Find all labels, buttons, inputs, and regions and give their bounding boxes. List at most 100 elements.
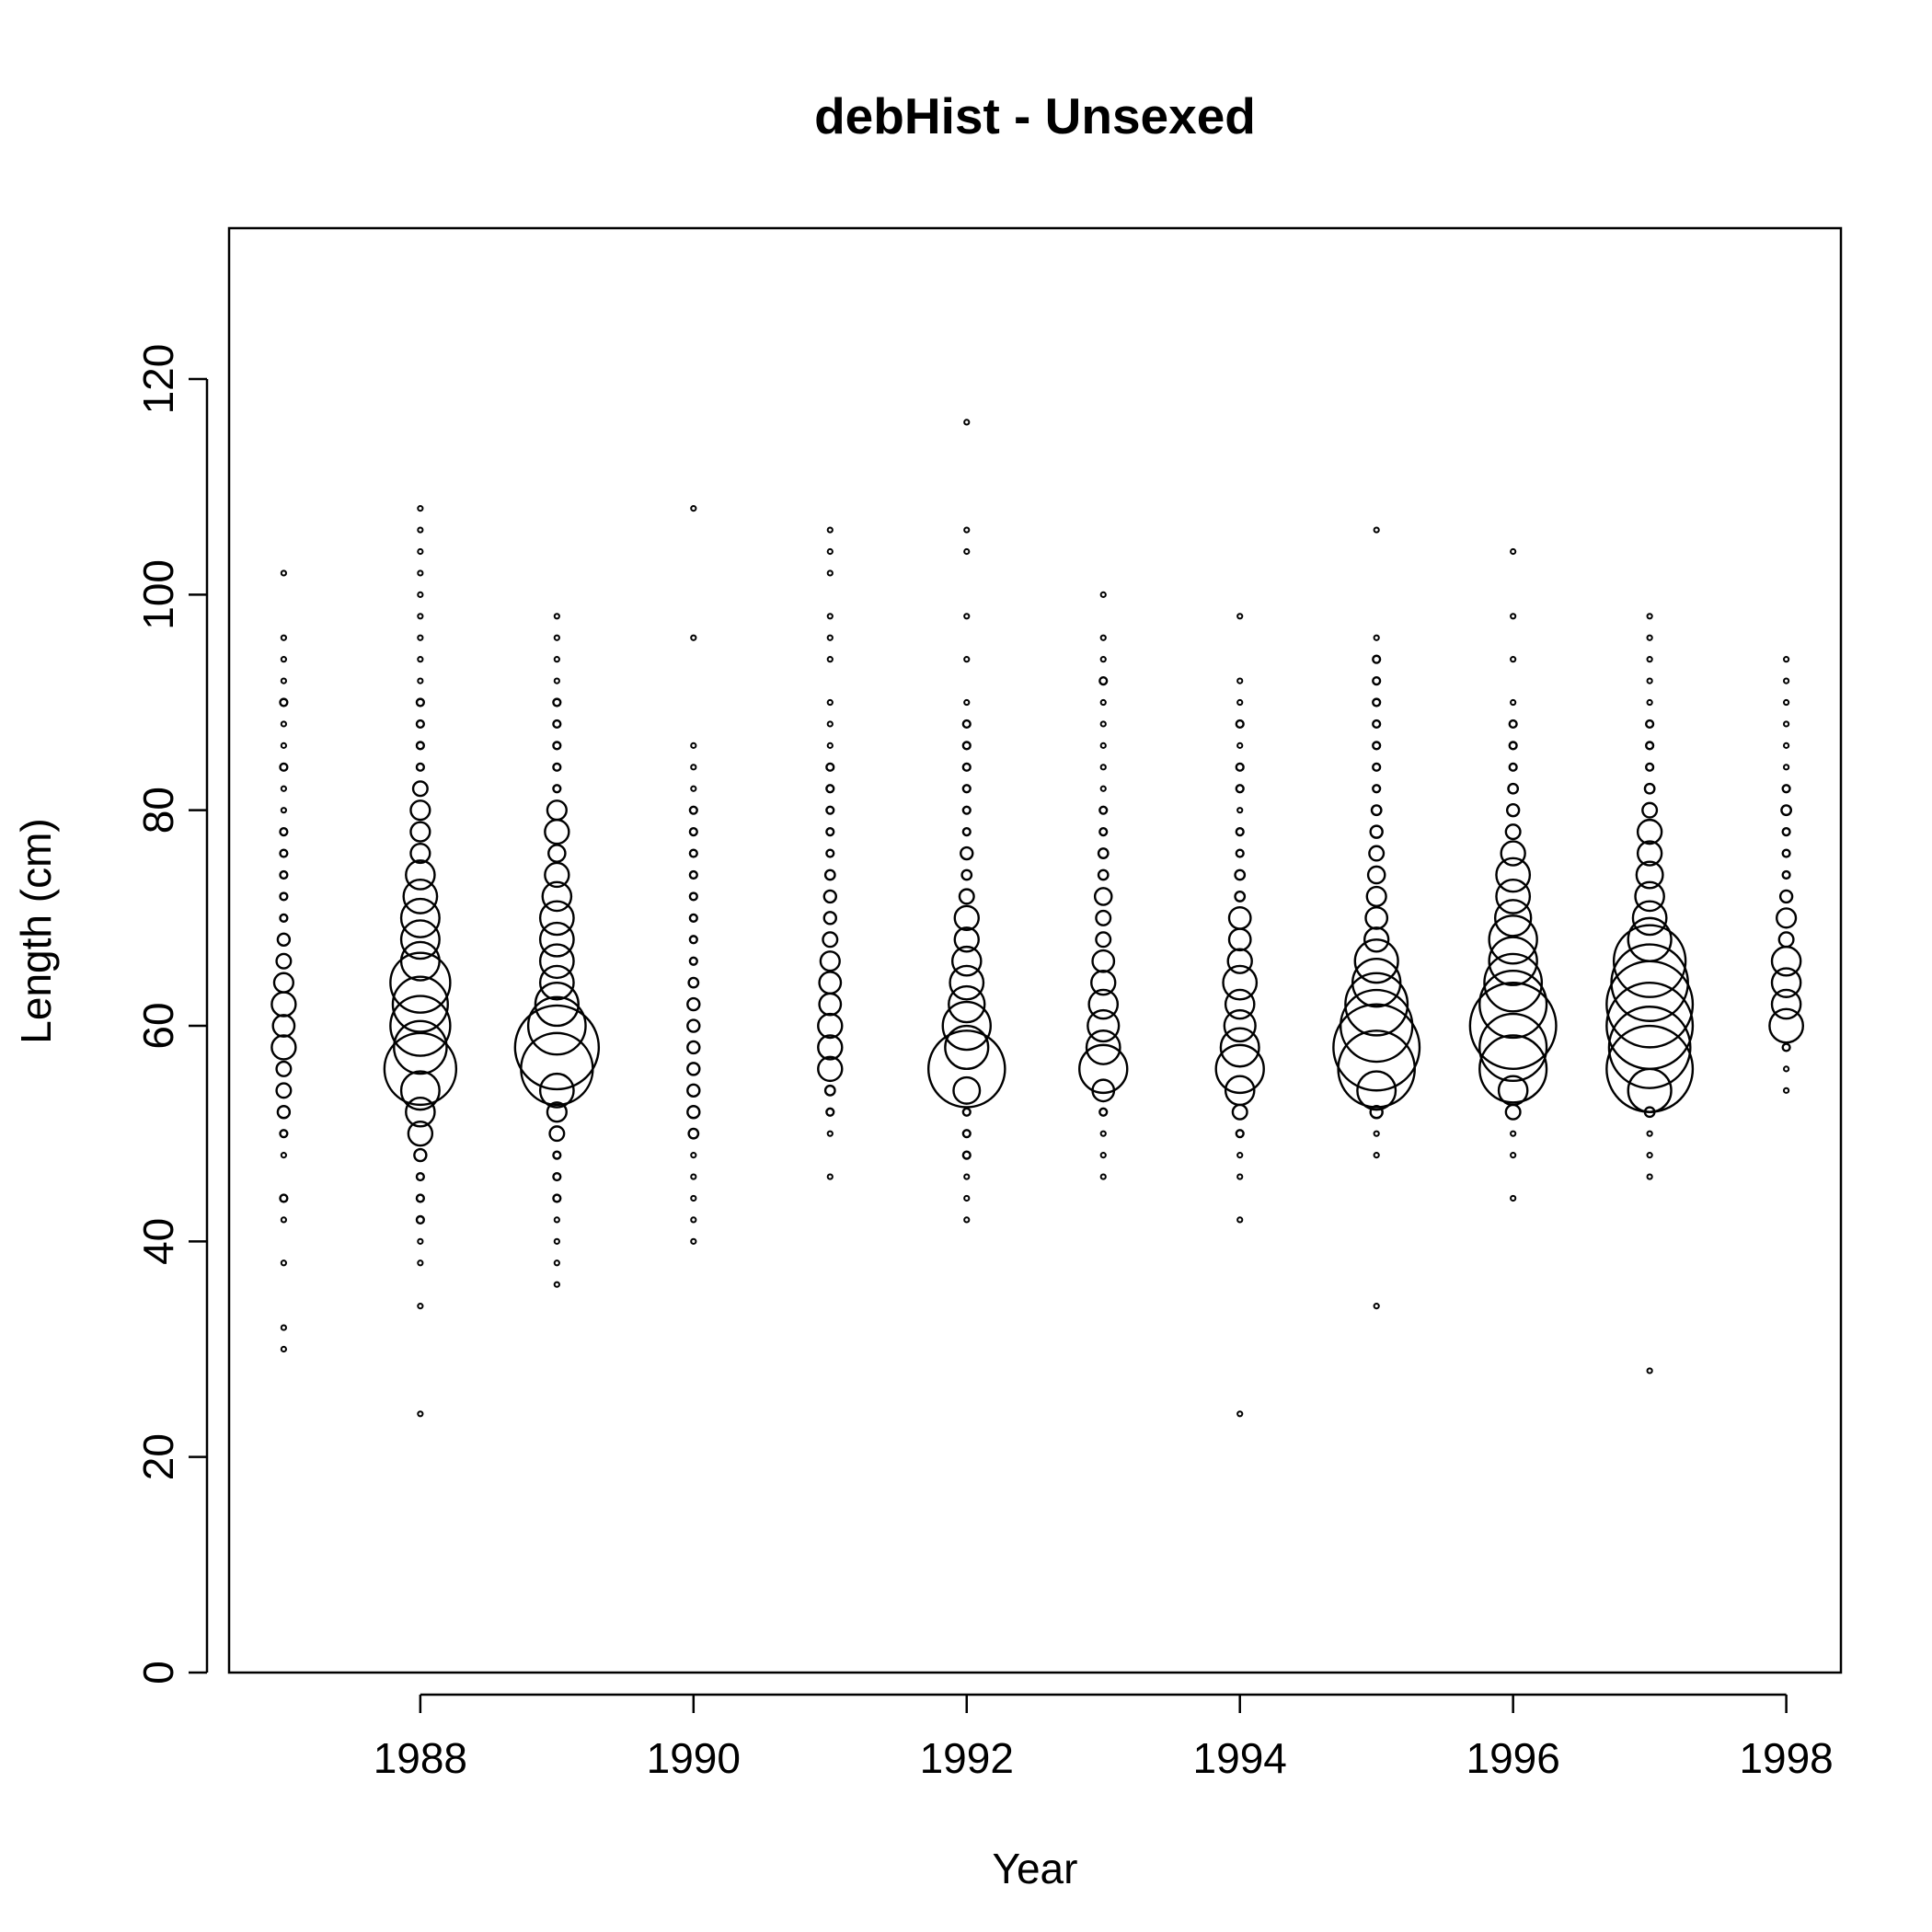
bubble-point (1508, 741, 1518, 751)
bubble-point (415, 741, 425, 751)
bubble-point (417, 613, 424, 620)
bubble-point (552, 1171, 562, 1182)
bubble-point (1635, 860, 1664, 890)
bubble-point (952, 1075, 982, 1105)
bubble-point (280, 1152, 287, 1159)
y-axis-label: Length (cm) (12, 818, 60, 1043)
bubble-point (688, 848, 698, 858)
bubble-point (1369, 1105, 1384, 1120)
bubble-point (1783, 656, 1790, 663)
bubble-point (1646, 698, 1653, 707)
bubble-point (817, 1012, 844, 1040)
bubble-point (690, 505, 697, 512)
bubble-point (688, 913, 698, 923)
bubble-point (553, 1259, 560, 1267)
bubble-point (1097, 847, 1110, 859)
bubble-point (963, 1194, 971, 1202)
bubble-point (1351, 957, 1402, 1008)
bubble-point (826, 526, 834, 534)
bubble-point (405, 1096, 436, 1128)
bubble-point (417, 656, 424, 663)
bubble-point (399, 1070, 441, 1111)
bubble-point (963, 656, 971, 663)
bubble-point (822, 889, 837, 904)
bubble-point (1495, 857, 1532, 893)
bubble-point (538, 900, 575, 937)
bubble-point (953, 904, 980, 932)
bubble-point (391, 975, 449, 1033)
bubble-point (825, 784, 835, 794)
bubble-point (1099, 1130, 1107, 1137)
x-tick-label: 1996 (1466, 1734, 1559, 1782)
bubble-point (688, 891, 698, 902)
year-1987-series (270, 569, 297, 1353)
bubble-point (819, 950, 841, 972)
bubble-point (279, 1193, 289, 1203)
bubble-point (1770, 945, 1802, 977)
y-tick-label: 80 (134, 787, 182, 834)
bubble-point (1095, 909, 1112, 926)
bubble-point (1505, 802, 1521, 818)
bubble-point (1510, 547, 1517, 556)
bubble-point (520, 1031, 594, 1107)
bubble-point (826, 720, 834, 728)
bubble-point (1372, 762, 1382, 772)
bubble-point (690, 785, 697, 792)
bubble-point (411, 780, 429, 798)
bubble-point (1236, 1216, 1244, 1224)
bubble-point (415, 1171, 425, 1182)
bubble-point (417, 569, 424, 577)
bubble-point (1373, 526, 1380, 534)
bubble-point (407, 1120, 434, 1147)
bubble-point (1770, 967, 1802, 998)
bubble-point (553, 1281, 560, 1288)
bubble-point (538, 921, 575, 958)
bubble-point (1235, 1129, 1245, 1139)
bubble-point (417, 634, 424, 641)
x-tick-label: 1994 (1193, 1734, 1287, 1782)
bubble-point (1093, 887, 1113, 906)
bubble-point (1783, 1065, 1790, 1073)
bubble-point (415, 762, 425, 772)
year-1990-series (686, 505, 701, 1245)
bubble-point (271, 1014, 296, 1038)
bubble-point (417, 1410, 424, 1418)
bubble-point (276, 932, 292, 947)
bubble-point (690, 1216, 697, 1224)
bubble-point (1227, 927, 1252, 952)
bubble-point (552, 741, 562, 751)
bubble-point (538, 1072, 575, 1109)
bubble-point (1372, 784, 1382, 794)
bubble-point (1510, 1194, 1517, 1202)
bubble-point (279, 891, 289, 902)
bubble-point (1372, 741, 1382, 751)
bubble-point (1365, 885, 1387, 908)
bubble-point (1099, 764, 1107, 771)
bubble-point (1372, 654, 1382, 664)
bubble-point (417, 1259, 424, 1267)
bubble-point (1098, 805, 1109, 815)
bubble-point (1097, 868, 1110, 881)
bubble-point (552, 1150, 562, 1160)
bubble-point (544, 861, 570, 889)
bubble-point (1510, 656, 1517, 663)
bubble-point (963, 419, 971, 426)
year-1991-series (817, 526, 844, 1180)
bubble-point (1778, 889, 1794, 904)
bubble-point (690, 742, 697, 749)
bubble-point (1226, 948, 1253, 974)
bubble-point (383, 1031, 458, 1107)
bubble-point (961, 784, 972, 794)
bubble-point (1363, 926, 1390, 953)
bubble-point (1372, 675, 1382, 686)
bubble-point (1236, 613, 1244, 620)
bubble-point (688, 869, 698, 880)
bubble-point (399, 919, 441, 960)
bubble-point (1236, 807, 1244, 814)
bubble-point (948, 984, 986, 1024)
bubble-point (280, 1324, 287, 1331)
bubble-point (279, 869, 289, 880)
year-1993-series (1078, 591, 1129, 1180)
bubble-point (687, 1127, 700, 1140)
bubble-point (825, 848, 835, 858)
